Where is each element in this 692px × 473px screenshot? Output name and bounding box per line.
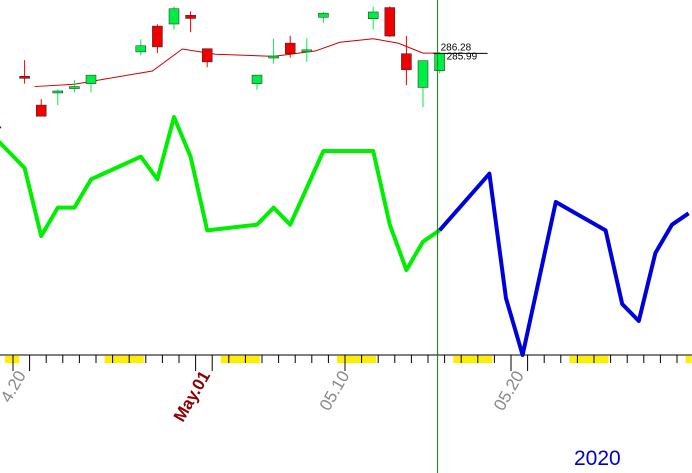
weekend-marker-1 xyxy=(104,356,144,363)
candle-body-14 xyxy=(318,12,329,18)
candle-body-19 xyxy=(434,53,445,71)
candle-1 xyxy=(35,99,47,117)
candle-0 xyxy=(19,60,30,84)
candle-body-15 xyxy=(367,11,379,19)
weekend-marker-4 xyxy=(453,356,493,363)
candle-10 xyxy=(251,74,263,90)
candle-body-7 xyxy=(168,8,180,25)
candle-body-10 xyxy=(251,74,263,84)
candle-body-8 xyxy=(185,14,196,19)
candle-body-17 xyxy=(401,53,412,71)
candle-body-3 xyxy=(69,86,80,89)
candle-body-18 xyxy=(417,60,429,88)
x-tick-label-1: May.01 xyxy=(170,368,214,426)
candle-19 xyxy=(434,51,445,74)
candle-body-4 xyxy=(85,74,97,84)
weekend-marker-6 xyxy=(685,356,692,363)
indicator-lines xyxy=(0,115,690,357)
candle-15 xyxy=(367,6,379,30)
candle-body-6 xyxy=(152,25,163,48)
candle-body-12 xyxy=(284,42,296,54)
candle-body-1 xyxy=(35,104,47,117)
x-tick-label-2: 05.10 xyxy=(316,368,354,414)
candle-12 xyxy=(284,35,296,58)
x-tick-label-0: 4.20 xyxy=(0,368,30,406)
candle-body-11 xyxy=(268,55,279,59)
candle-body-5 xyxy=(135,45,147,53)
candle-8 xyxy=(185,11,196,33)
candle-17 xyxy=(401,35,412,86)
candle-5 xyxy=(135,39,147,56)
candle-18 xyxy=(417,60,429,108)
price-label-low: 285.99 xyxy=(447,51,478,62)
x-tick-labels: 4.20 May.01 05.10 05.20 xyxy=(0,368,528,426)
candle-16 xyxy=(384,6,396,37)
candle-2 xyxy=(52,89,64,106)
candle-body-0 xyxy=(19,76,30,79)
weekend-marker-2 xyxy=(220,356,260,363)
candles xyxy=(19,6,445,117)
candle-body-16 xyxy=(384,7,396,37)
candle-11 xyxy=(268,38,279,64)
weekend-marker-3 xyxy=(337,356,377,363)
candle-9 xyxy=(201,48,213,68)
candle-body-13 xyxy=(301,49,313,53)
weekend-markers xyxy=(5,356,692,363)
candle-6 xyxy=(152,24,163,54)
weekend-marker-0 xyxy=(5,356,20,363)
x-axis-ticks xyxy=(12,355,678,371)
candle-3 xyxy=(69,80,80,93)
weekend-marker-5 xyxy=(569,356,609,363)
indicator-past-line xyxy=(0,115,441,272)
price-label-high: 286.28 xyxy=(441,42,472,53)
x-tick-label-3: 05.20 xyxy=(490,368,528,414)
indicator-future-line xyxy=(438,171,690,357)
candle-13 xyxy=(301,38,313,62)
candle-body-2 xyxy=(52,90,64,94)
candle-14 xyxy=(318,11,329,24)
year-label: 2020 xyxy=(574,447,621,470)
candle-body-9 xyxy=(201,48,213,63)
candle-7 xyxy=(168,6,180,30)
candle-4 xyxy=(85,74,97,93)
